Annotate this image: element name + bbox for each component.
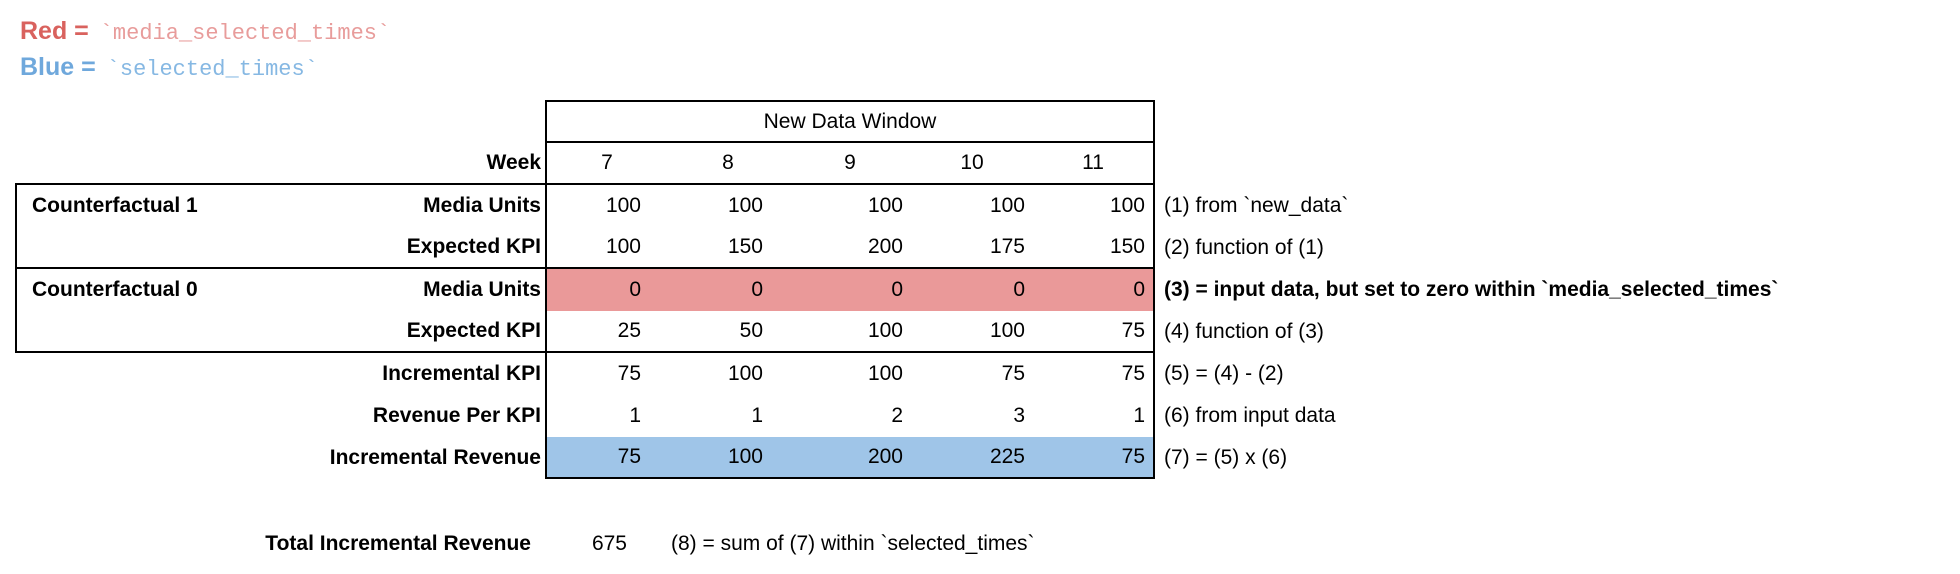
- row-label-incremental-kpi: Incremental KPI: [382, 362, 541, 385]
- cell-value: 150: [1033, 227, 1155, 269]
- week-col-header: 8: [667, 143, 789, 185]
- cell-value-highlight-red: 0: [545, 269, 667, 311]
- note-5: (5) = (4) - (2): [1164, 362, 1284, 385]
- legend-blue-line: Blue = `selected_times`: [20, 49, 1960, 85]
- new-data-window-header: New Data Window: [545, 100, 1155, 143]
- total-label: Total Incremental Revenue: [265, 532, 531, 555]
- cell-value-highlight-blue: 225: [911, 437, 1033, 479]
- row-label-media-units: Media Units: [423, 194, 541, 217]
- note-4: (4) function of (3): [1164, 320, 1324, 343]
- cell-value-highlight-red: 0: [911, 269, 1033, 311]
- cell-value: 100: [867, 194, 903, 217]
- row-label-incremental-revenue: Incremental Revenue: [329, 446, 541, 469]
- spacer: [15, 437, 260, 479]
- cell-value: 150: [667, 227, 789, 269]
- cell-value: 200: [789, 227, 911, 269]
- cell-value: 25: [545, 311, 667, 353]
- cell-value-highlight-blue: 75: [545, 437, 667, 479]
- cell-value: 75: [545, 353, 667, 395]
- cell-value: 100: [727, 194, 763, 217]
- cell-value-highlight-blue: 100: [667, 437, 789, 479]
- spacer: [15, 395, 260, 437]
- counterfactual-table: New Data Window Week 7 8 9 10 11 Counter…: [15, 100, 1960, 479]
- spacer: [15, 100, 260, 143]
- week-col-header: 11: [1033, 143, 1155, 185]
- legend-blue-code: `selected_times`: [106, 57, 318, 82]
- cell-value: 75: [1001, 362, 1025, 385]
- cell-value-highlight-blue: 200: [789, 437, 911, 479]
- note-3: (3) = input data, but set to zero within…: [1164, 278, 1779, 301]
- row-label-revenue-per-kpi: Revenue Per KPI: [372, 404, 541, 427]
- cell-value: 2: [891, 404, 903, 427]
- week-col-header: 10: [911, 143, 1033, 185]
- row-label-expected-kpi: Expected KPI: [260, 227, 545, 269]
- legend-red-label: Red =: [20, 17, 96, 45]
- spacer: [260, 100, 545, 143]
- cell-value-highlight-red: 0: [1033, 269, 1155, 311]
- spacer: [15, 353, 260, 395]
- cell-value: 100: [545, 227, 667, 269]
- cell-value-highlight-blue: 75: [1033, 437, 1155, 479]
- cell-value: 100: [727, 362, 763, 385]
- total-row: Total Incremental Revenue 675 (8) = sum …: [15, 523, 1960, 565]
- note-8: (8) = sum of (7) within `selected_times`: [671, 532, 1035, 555]
- cell-value: 175: [911, 227, 1033, 269]
- cell-value: 75: [1033, 311, 1155, 353]
- legend-red-code: `media_selected_times`: [99, 21, 391, 46]
- cell-value: 100: [545, 185, 667, 227]
- cell-value-highlight-red: 0: [789, 269, 911, 311]
- note-6: (6) from input data: [1164, 404, 1336, 427]
- cell-value: 1: [1033, 395, 1155, 437]
- cell-value: 1: [545, 395, 667, 437]
- cell-value: 100: [789, 311, 911, 353]
- legend-blue-label: Blue =: [20, 53, 103, 81]
- cell-value: 50: [667, 311, 789, 353]
- group-label-counterfactual-0: Counterfactual 0: [15, 269, 260, 311]
- legend: Red = `media_selected_times` Blue = `sel…: [0, 0, 1960, 85]
- note-7: (7) = (5) x (6): [1164, 446, 1288, 469]
- week-label: Week: [260, 143, 545, 185]
- spacer: [1155, 100, 1960, 143]
- cell-value: 100: [1033, 185, 1155, 227]
- cell-value: 75: [1033, 353, 1155, 395]
- cell-value: 1: [751, 404, 763, 427]
- spacer: [15, 227, 260, 269]
- cell-value: 3: [1013, 404, 1025, 427]
- cell-value: 100: [911, 311, 1033, 353]
- total-value: 675: [591, 532, 627, 555]
- cell-value-highlight-red: 0: [667, 269, 789, 311]
- week-col-header: 9: [789, 143, 911, 185]
- legend-red-line: Red = `media_selected_times`: [20, 13, 1960, 49]
- note-2: (2) function of (1): [1164, 236, 1324, 259]
- spacer: [15, 143, 260, 185]
- cell-value: 100: [989, 194, 1025, 217]
- cell-value: 100: [867, 362, 903, 385]
- spacer: [1155, 143, 1960, 185]
- row-label-expected-kpi: Expected KPI: [260, 311, 545, 353]
- row-label-media-units: Media Units: [423, 278, 541, 301]
- note-1: (1) from `new_data`: [1164, 194, 1349, 217]
- week-col-header: 7: [545, 143, 667, 185]
- group-label-counterfactual-1: Counterfactual 1: [15, 185, 260, 227]
- spacer: [15, 311, 260, 353]
